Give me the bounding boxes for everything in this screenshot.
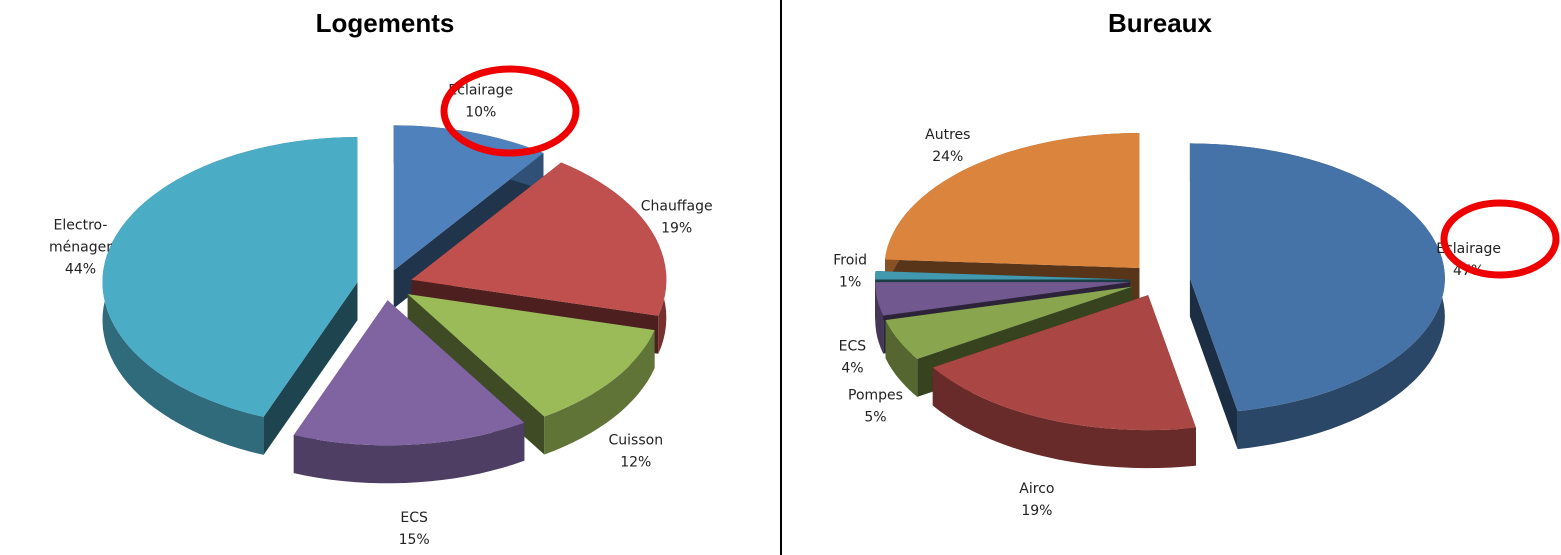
slice-value-label: 1%: [839, 274, 861, 290]
pie-slice: [102, 137, 358, 455]
slice-wall: [263, 282, 358, 455]
slice-top: [293, 300, 525, 446]
slice-top: [932, 295, 1196, 431]
chart-title: Logements: [316, 8, 455, 38]
slice-top: [1189, 143, 1445, 412]
chart-title: Bureaux: [1108, 8, 1213, 38]
pie-slice: [1189, 143, 1445, 450]
slice-top: [102, 137, 358, 417]
slice-wall: [1189, 278, 1238, 450]
slice-value-label: 10%: [465, 104, 496, 120]
slice-top: [875, 271, 1130, 280]
slice-label: Chauffage: [641, 199, 713, 215]
slice-top: [875, 282, 1131, 316]
slice-label: Electro-ménager: [49, 217, 112, 255]
pie-slice: [932, 295, 1196, 469]
slice-label: Pompes: [848, 387, 903, 403]
pie-slice: [293, 300, 525, 484]
slice-value-label: 19%: [661, 221, 692, 237]
highlight-circle: [1440, 199, 1560, 279]
slice-value-label: 24%: [932, 149, 963, 165]
slice-value-label: 4%: [841, 361, 863, 377]
slice-label: Autres: [925, 127, 970, 143]
slice-label: Cuisson: [609, 433, 664, 449]
slice-label: Airco: [1019, 481, 1054, 497]
slice-label: Froid: [833, 252, 867, 268]
slice-top: [411, 162, 667, 316]
chart-bureaux: BureauxEclairage47%Airco19%Pompes5%ECS4%…: [833, 8, 1501, 519]
slice-label: ECS: [400, 510, 428, 526]
slice-side: [293, 422, 525, 484]
slice-value-label: 19%: [1021, 503, 1052, 519]
slice-value-label: 15%: [399, 532, 430, 548]
slice-side: [875, 282, 884, 354]
slice-top: [885, 133, 1140, 268]
slice-side: [544, 330, 655, 455]
highlight-circle: [440, 65, 580, 157]
slice-value-label: 12%: [620, 455, 651, 471]
slice-label: ECS: [839, 339, 867, 355]
slice-label: Eclairage: [448, 82, 513, 98]
slice-top: [885, 286, 1133, 359]
slice-value-label: 5%: [864, 409, 886, 425]
slice-side: [885, 320, 918, 397]
slice-side: [932, 367, 1196, 469]
slice-top: [407, 294, 655, 417]
slice-top: [393, 125, 544, 271]
chart-logements: Logements Eclairage 10% Chauffage 19% Cuisson…: [49, 8, 713, 548]
slice-value-label: 44%: [65, 261, 96, 277]
